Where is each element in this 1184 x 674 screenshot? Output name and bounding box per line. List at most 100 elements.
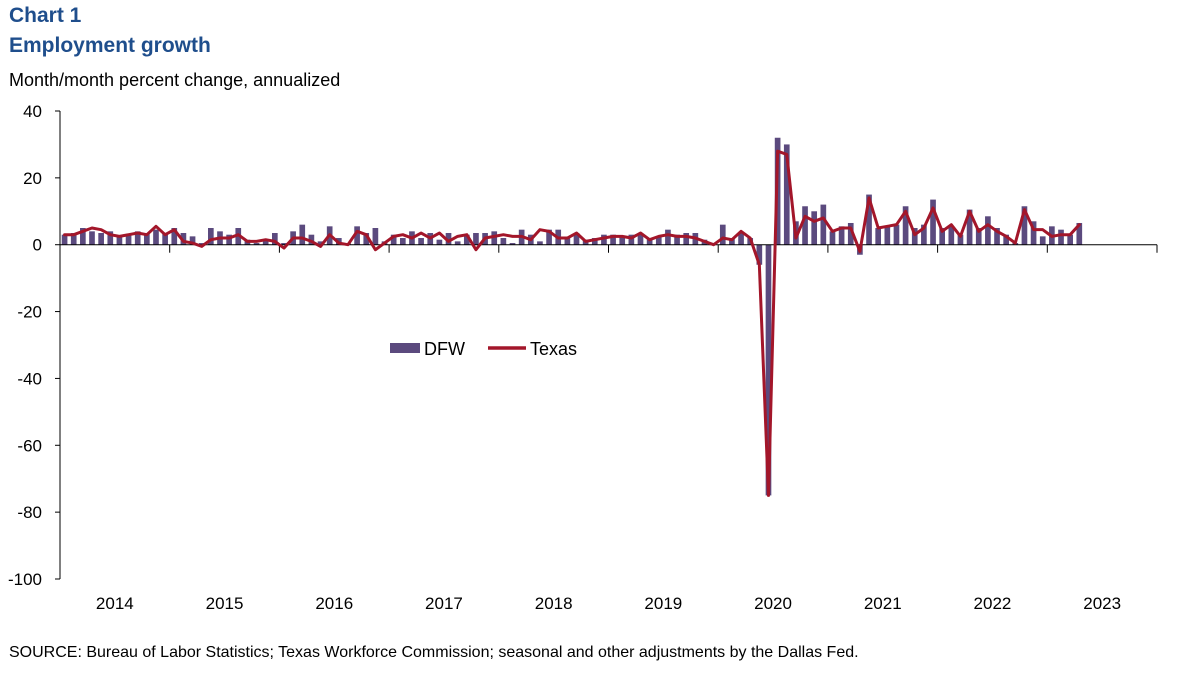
dfw-bar <box>546 229 552 245</box>
dfw-bar <box>134 231 141 245</box>
y-tick-label: -20 <box>17 303 42 322</box>
dfw-bar <box>299 224 306 245</box>
dfw-bar <box>921 224 927 245</box>
y-tick-label: -100 <box>8 570 42 589</box>
y-axis-unit-label: Month/month percent change, annualized <box>9 70 341 90</box>
dfw-bar <box>463 234 470 245</box>
dfw-bar <box>125 234 132 245</box>
y-tick-label: 0 <box>33 236 42 255</box>
dfw-bar <box>756 244 763 265</box>
dfw-bar <box>957 234 964 245</box>
legend-dfw-label: DFW <box>424 339 465 359</box>
texas-line <box>63 149 1081 497</box>
dfw-bar <box>719 224 726 245</box>
dfw-bar <box>281 243 287 245</box>
dfw-bar <box>390 234 397 245</box>
dfw-bar <box>98 233 104 245</box>
dfw-bar <box>619 236 626 245</box>
chart-title: Employment growth <box>9 34 211 57</box>
dfw-bar <box>399 238 406 245</box>
dfw-bar <box>729 238 735 245</box>
dfw-bar <box>628 234 635 245</box>
texas-line-group <box>63 149 1081 497</box>
dfw-bar <box>372 228 379 245</box>
dfw-bar <box>875 228 882 245</box>
dfw-bar <box>811 211 818 245</box>
dfw-bar <box>144 233 150 245</box>
dfw-bar <box>966 209 973 245</box>
dfw-bar <box>994 228 1000 245</box>
dfw-bar <box>70 233 77 245</box>
dfw-bar <box>564 238 571 245</box>
dfw-bar <box>308 234 315 245</box>
dfw-bars <box>61 137 1083 496</box>
dfw-bar <box>107 231 114 245</box>
dfw-bar <box>674 234 680 245</box>
source-note: SOURCE: Bureau of Labor Statistics; Texa… <box>9 644 859 661</box>
dfw-bar <box>198 243 205 245</box>
x-tick-label: 2014 <box>96 594 134 613</box>
legend: DFW Texas <box>390 339 577 359</box>
y-tick-label: 20 <box>23 169 42 188</box>
dfw-bar <box>911 228 918 245</box>
dfw-bar <box>637 234 644 245</box>
dfw-bar <box>445 233 452 245</box>
dfw-bar <box>884 226 891 245</box>
y-tick-label: 40 <box>23 102 42 121</box>
dfw-bar <box>61 234 68 245</box>
dfw-bar <box>838 226 845 245</box>
dfw-bar <box>80 228 86 245</box>
dfw-bar <box>820 204 827 245</box>
dfw-bar <box>89 231 95 245</box>
dfw-bar <box>975 228 982 245</box>
y-tick-label: -40 <box>17 369 42 388</box>
dfw-bar <box>655 236 662 245</box>
dfw-bar <box>253 243 260 245</box>
dfw-bar <box>985 216 991 245</box>
x-tick-label: 2019 <box>644 594 682 613</box>
x-tick-label: 2022 <box>974 594 1012 613</box>
dfw-bar <box>601 234 607 245</box>
dfw-bar <box>208 228 214 245</box>
dfw-bar <box>226 234 232 245</box>
dfw-bar <box>802 206 808 245</box>
dfw-bar <box>354 226 360 245</box>
dfw-bar <box>1039 236 1046 245</box>
x-tick-label: 2023 <box>1083 594 1121 613</box>
dfw-bar <box>765 244 772 496</box>
dfw-bar <box>866 194 872 245</box>
dfw-bar <box>537 241 543 245</box>
dfw-bar <box>153 229 159 245</box>
dfw-bar <box>847 222 854 245</box>
dfw-bar <box>738 233 744 245</box>
dfw-bar <box>473 233 479 245</box>
y-tick-label: -60 <box>17 436 42 455</box>
x-tick-label: 2021 <box>864 594 902 613</box>
dfw-bar <box>1076 222 1083 245</box>
dfw-bar <box>591 238 598 245</box>
dfw-bar <box>1003 234 1009 245</box>
dfw-bar <box>491 231 498 245</box>
dfw-bar <box>683 233 690 245</box>
dfw-bar <box>418 238 424 245</box>
dfw-bar <box>1067 234 1073 245</box>
x-tick-label: 2020 <box>754 594 792 613</box>
employment-growth-chart: 40 20 0 -20 -40 -60 -80 -100 2014 2015 2016 2017 201… <box>8 102 1158 613</box>
dfw-bar <box>939 228 946 245</box>
dfw-bar <box>610 234 616 245</box>
dfw-bar <box>162 233 168 245</box>
dfw-bar <box>189 236 196 245</box>
dfw-bar <box>573 233 580 245</box>
dfw-bar <box>948 226 955 245</box>
dfw-bar <box>902 206 909 245</box>
chart-number: Chart 1 <box>9 4 82 27</box>
legend-dfw-swatch <box>390 343 420 353</box>
dfw-bar <box>829 231 836 245</box>
dfw-bar <box>272 233 278 245</box>
x-tick-label: 2016 <box>315 594 353 613</box>
dfw-bar <box>436 239 443 245</box>
dfw-bar <box>171 228 178 245</box>
x-tick-label: 2018 <box>535 594 573 613</box>
y-tick-label: -80 <box>17 503 42 522</box>
dfw-bar <box>317 241 324 245</box>
